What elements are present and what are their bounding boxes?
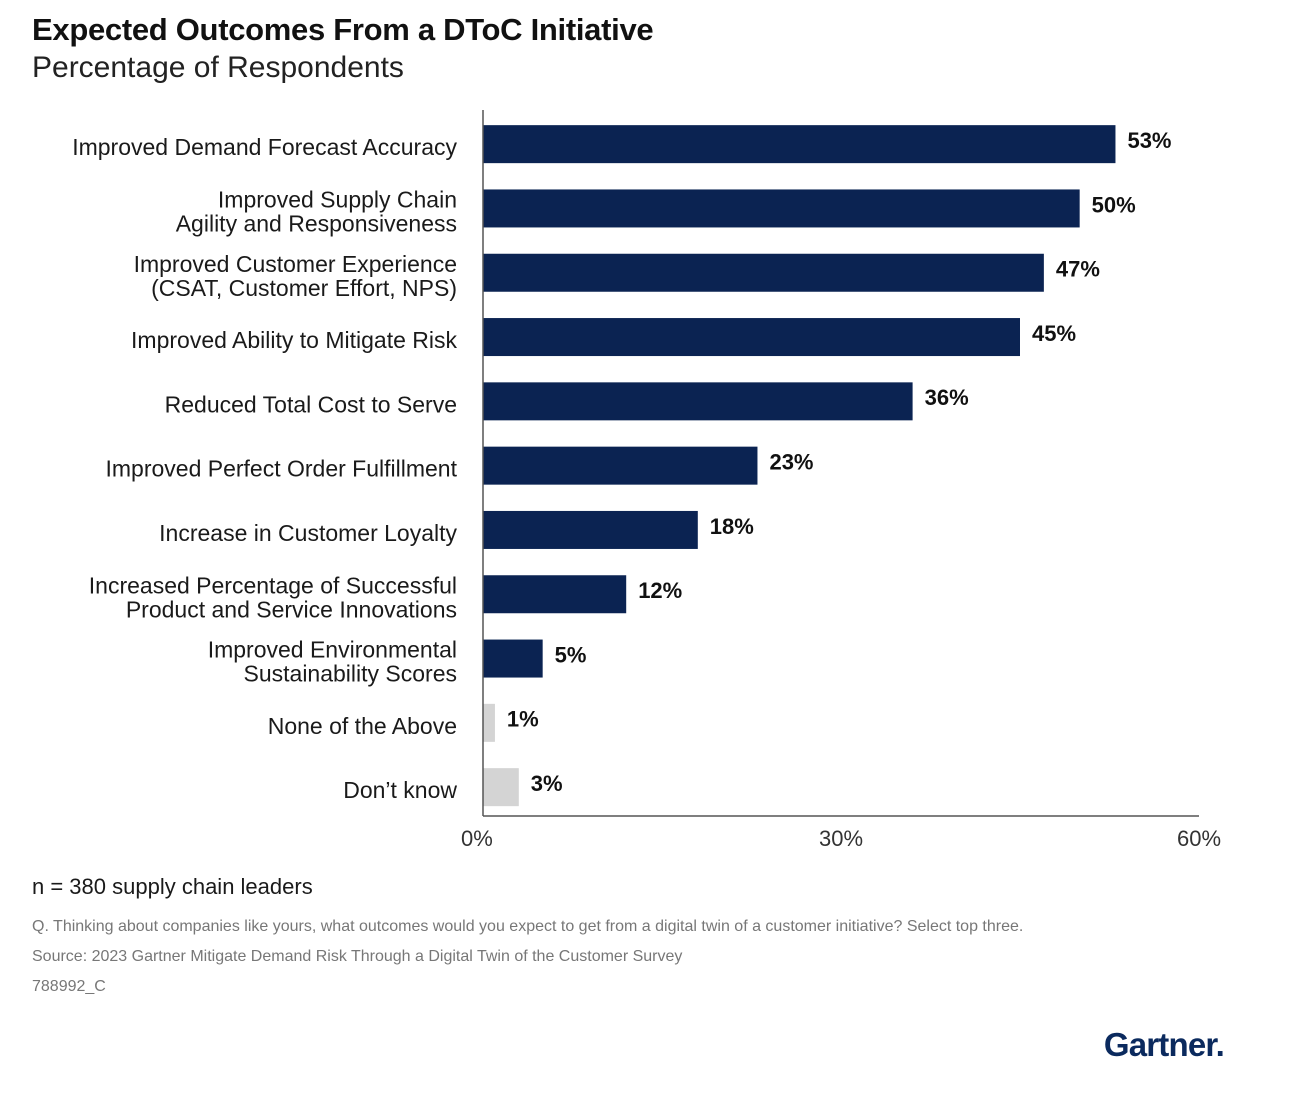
- category-label: Sustainability Scores: [244, 661, 458, 687]
- chart-title: Expected Outcomes From a DToC Initiative: [32, 12, 654, 47]
- bar: [483, 768, 519, 807]
- logo-text: Gartner: [1103, 1026, 1217, 1063]
- bar: [483, 125, 1116, 164]
- bar: [483, 253, 1044, 292]
- bar: [483, 318, 1020, 357]
- category-label: Increased Percentage of Successful: [89, 572, 457, 598]
- bar: [483, 703, 495, 742]
- category-label: Improved Ability to Mitigate Risk: [131, 327, 457, 353]
- bar: [483, 189, 1080, 228]
- category-label: Improved Environmental: [208, 637, 457, 663]
- bar-value-label: 5%: [555, 642, 587, 667]
- bar: [483, 575, 627, 614]
- bar: [483, 639, 543, 678]
- sample-size-note: n = 380 supply chain leaders: [32, 874, 313, 899]
- bar-chart: 53% Improved Demand Forecast Accuracy 50% I…: [72, 110, 1221, 851]
- bar-value-label: 45%: [1032, 321, 1076, 346]
- category-label: Improved Perfect Order Fulfillment: [105, 456, 457, 482]
- category-label: (CSAT, Customer Effort, NPS): [151, 275, 457, 301]
- source-note: Source: 2023 Gartner Mitigate Demand Ris…: [32, 948, 683, 965]
- bar-value-label: 53%: [1127, 128, 1171, 153]
- category-label: Improved Supply Chain: [218, 187, 457, 213]
- x-tick-label: 0%: [461, 826, 493, 851]
- bar-value-label: 18%: [710, 514, 754, 539]
- bar-value-label: 3%: [531, 771, 563, 796]
- category-label: None of the Above: [268, 713, 457, 739]
- bar-value-label: 12%: [638, 578, 682, 603]
- category-label: Increase in Customer Loyalty: [159, 520, 457, 546]
- bar-value-label: 50%: [1092, 192, 1136, 217]
- bar: [483, 446, 758, 485]
- category-label: Improved Demand Forecast Accuracy: [72, 134, 457, 160]
- category-label: Don’t know: [343, 777, 457, 803]
- category-label: Improved Customer Experience: [134, 251, 457, 277]
- bar-value-label: 47%: [1056, 257, 1100, 282]
- category-label: Product and Service Innovations: [126, 596, 457, 622]
- bar-value-label: 36%: [925, 385, 969, 410]
- chart-subtitle: Percentage of Respondents: [32, 51, 404, 84]
- x-tick-label: 30%: [819, 826, 863, 851]
- bar: [483, 510, 698, 549]
- bar-value-label: 1%: [507, 707, 539, 732]
- x-tick-label: 60%: [1177, 826, 1221, 851]
- gartner-logo: Gartner.: [1103, 1026, 1225, 1064]
- bar: [483, 382, 913, 421]
- category-label: Reduced Total Cost to Serve: [165, 391, 457, 417]
- figure-id-note: 788992_C: [32, 978, 106, 995]
- survey-question-note: Q. Thinking about companies like yours, …: [32, 918, 1024, 935]
- category-label: Agility and Responsiveness: [176, 211, 457, 237]
- logo-dot: .: [1215, 1026, 1225, 1063]
- bar-value-label: 23%: [769, 449, 813, 474]
